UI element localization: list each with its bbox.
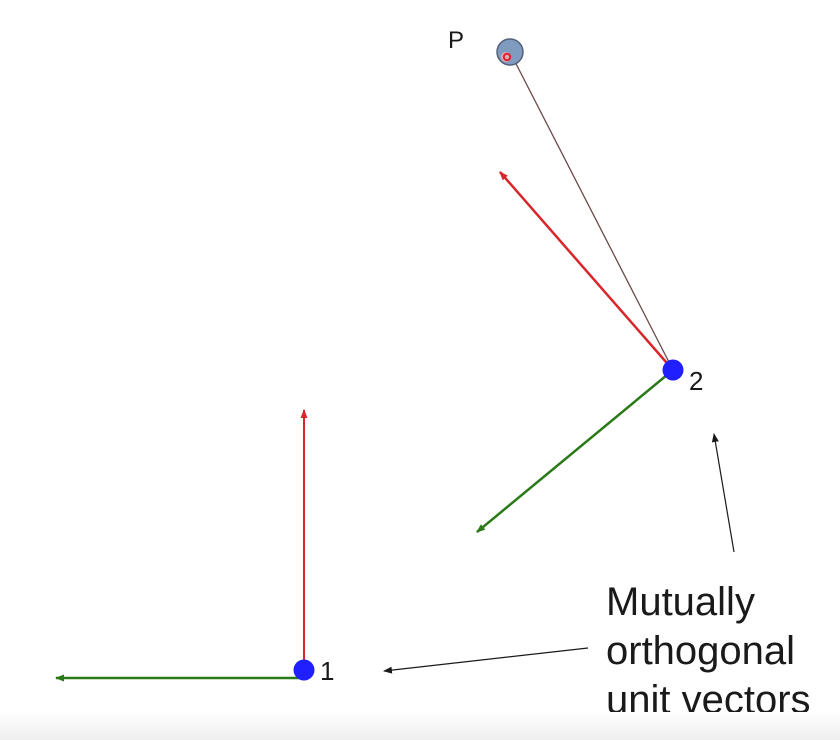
pointer-arrow-to-1 [383, 647, 589, 674]
caption: Mutually orthogonal unit vectors [606, 578, 811, 725]
label-p: P [448, 27, 464, 54]
red-unit-vector-2 [499, 171, 674, 371]
target-point-p [496, 38, 524, 66]
label-2: 2 [689, 366, 703, 396]
caption-line-1: Mutually [606, 580, 755, 624]
pointer-arrow-to-2 [711, 433, 735, 553]
bottom-edge-shadow [0, 712, 840, 740]
caption-line-2: orthogonal [606, 629, 796, 673]
connector-line [509, 51, 674, 371]
point-2 [662, 359, 684, 381]
label-1: 1 [320, 656, 334, 686]
point-1 [293, 659, 315, 681]
target-point-p-marker [502, 52, 512, 62]
green-unit-vector-2 [476, 369, 674, 533]
